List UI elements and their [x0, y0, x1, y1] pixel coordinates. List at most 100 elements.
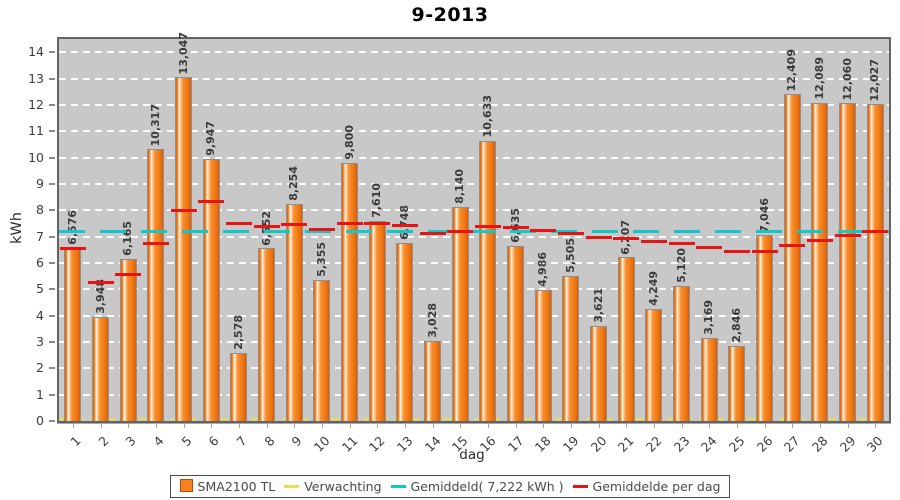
ytick-label: 13	[28, 70, 44, 86]
bar-value-label: 10,317	[148, 103, 162, 147]
xtick-mark	[72, 424, 74, 428]
bar-day-21	[617, 257, 635, 421]
bar-value-label: 9,800	[342, 125, 356, 160]
ytick-label: 11	[28, 123, 44, 139]
daily-average-segment	[87, 281, 114, 285]
bar-day-23	[673, 286, 690, 421]
ytick-mark	[49, 340, 55, 343]
daily-average-segment	[806, 238, 833, 242]
gridline	[59, 182, 889, 185]
bar-value-label: 5,120	[674, 248, 688, 284]
bar-day-9	[285, 203, 303, 421]
xtick-mark	[626, 424, 628, 428]
ytick-mark	[49, 261, 55, 264]
bar-day-6	[202, 158, 220, 421]
ytick-mark	[49, 314, 55, 317]
daily-average-segment	[640, 240, 667, 244]
xtick-mark	[432, 424, 434, 428]
daily-average-segment	[336, 222, 363, 226]
bar-day-1	[64, 247, 82, 421]
ytick-label: 3	[36, 333, 44, 349]
daily-average-segment	[308, 228, 335, 232]
gridline	[59, 209, 889, 212]
bar-day-4	[147, 149, 165, 421]
xtick-mark	[819, 424, 821, 428]
gridline	[59, 235, 889, 238]
bar-day-10	[313, 279, 331, 421]
bar-value-label: 12,027	[868, 58, 882, 102]
bar-value-label: 3,621	[591, 287, 605, 323]
legend-item-gemiddelde-per-dag: Gemiddelde per dag	[572, 479, 720, 494]
daily-average-segment	[502, 225, 529, 229]
daily-average-segment	[751, 249, 778, 253]
gridline	[59, 314, 889, 317]
bar-day-20	[590, 325, 607, 421]
xtick-mark	[349, 424, 351, 428]
ytick-label: 0	[36, 413, 44, 428]
bar-day-25	[728, 346, 746, 421]
verwachting-line-swatch-icon	[284, 485, 300, 488]
ytick-label: 1	[36, 386, 44, 402]
bar-day-18	[534, 289, 552, 421]
daily-average-segment	[364, 222, 391, 226]
ytick-mark	[49, 393, 55, 396]
ytick-label: 4	[36, 307, 44, 323]
daily-average-segment	[170, 208, 197, 212]
ytick-label: 6	[36, 254, 44, 270]
xtick-mark	[764, 424, 766, 428]
xtick-mark	[183, 424, 185, 428]
bar-day-28	[811, 102, 829, 421]
ytick-label: 7	[36, 228, 44, 244]
bar-day-8	[258, 248, 275, 421]
bar-value-label: 13,047	[176, 31, 190, 75]
gridline	[59, 77, 889, 80]
bar-value-label: 4,986	[536, 251, 550, 287]
xtick-mark	[570, 424, 572, 428]
ytick-mark	[49, 103, 55, 106]
bar-value-label: 4,249	[646, 271, 660, 307]
ytick-mark	[49, 288, 55, 291]
xtick-mark	[653, 424, 655, 428]
daily-average-segment	[253, 225, 280, 229]
bar-value-label: 6,165	[121, 220, 135, 256]
daily-average-segment	[557, 231, 584, 235]
gridline	[59, 393, 889, 396]
bar-day-29	[839, 103, 856, 421]
gridline	[59, 51, 889, 54]
daily-average-line-swatch-icon	[572, 485, 588, 488]
bar-value-label: 9,947	[204, 121, 218, 156]
legend-item-series: SMA2100 TL	[179, 479, 275, 494]
xtick-mark	[238, 424, 240, 428]
daily-average-segment	[668, 242, 695, 246]
bar-day-14	[424, 341, 441, 421]
bar-value-label: 8,140	[453, 168, 467, 204]
bar-day-3	[119, 258, 137, 421]
bar-value-label: 7,610	[370, 182, 384, 218]
plot-area: 6,5763,9486,16510,31713,0479,9472,5786,5…	[57, 32, 891, 423]
xtick-mark	[266, 424, 268, 428]
daily-average-segment	[862, 229, 889, 233]
daily-average-segment	[447, 230, 474, 234]
xtick-mark	[515, 424, 517, 428]
daily-average-segment	[723, 250, 750, 254]
x-axis: 1 2 3 4 5 6 7 8 9 10 11 12 13 14 15 16 17 18 19 20 21 22 23 24 2…	[57, 423, 891, 474]
ytick-label: 10	[28, 149, 44, 165]
legend-label: Verwachting	[304, 479, 382, 494]
bar-day-7	[230, 353, 248, 421]
xtick-mark	[875, 424, 877, 428]
bar-value-label: 3,948	[93, 279, 107, 314]
bar-day-26	[756, 235, 773, 421]
verwachting-line	[59, 418, 889, 420]
ytick-label: 12	[28, 96, 44, 112]
gridline	[59, 288, 889, 291]
xtick-mark	[598, 424, 600, 428]
daily-average-segment	[225, 222, 252, 226]
daily-average-segment	[198, 200, 225, 204]
bar-value-label: 10,633	[480, 95, 494, 138]
bar-day-22	[645, 309, 663, 421]
daily-average-segment	[585, 236, 612, 240]
x-axis-label: dag	[459, 447, 485, 463]
xtick-mark	[847, 424, 849, 428]
chart-title: 9-2013	[411, 4, 489, 26]
